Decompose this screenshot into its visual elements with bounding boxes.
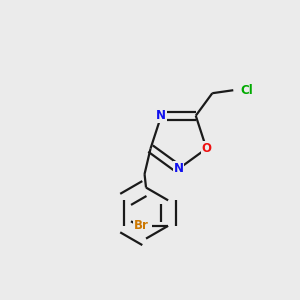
Text: N: N bbox=[156, 109, 166, 122]
Text: Br: Br bbox=[134, 219, 148, 232]
Text: N: N bbox=[173, 162, 184, 176]
Text: Cl: Cl bbox=[241, 84, 253, 97]
Text: O: O bbox=[202, 142, 212, 155]
